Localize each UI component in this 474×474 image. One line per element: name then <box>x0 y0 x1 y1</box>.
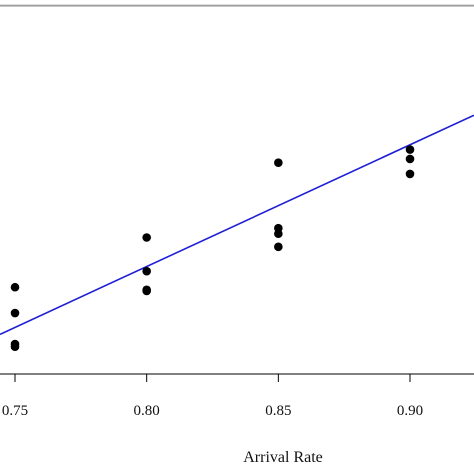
data-point <box>274 242 283 252</box>
x-axis-ticks: 0.75 0.80 0.85 0.90 <box>2 374 423 419</box>
data-point <box>142 266 151 276</box>
data-point <box>142 233 151 242</box>
data-point <box>10 342 20 351</box>
data-point <box>274 229 283 239</box>
data-point <box>405 169 415 179</box>
x-tick-label: 0.75 <box>2 403 28 419</box>
data-point <box>405 145 415 154</box>
data-point <box>10 282 20 292</box>
x-axis-title: Arrival Rate <box>243 449 323 466</box>
data-point <box>405 154 415 164</box>
fit-line <box>0 114 474 336</box>
data-points <box>10 145 415 351</box>
x-tick-label: 0.85 <box>265 403 291 419</box>
x-tick-label: 0.90 <box>397 403 423 419</box>
data-point <box>10 308 20 318</box>
x-tick-label: 0.80 <box>134 403 160 419</box>
data-point <box>142 286 151 296</box>
data-point <box>274 158 283 167</box>
